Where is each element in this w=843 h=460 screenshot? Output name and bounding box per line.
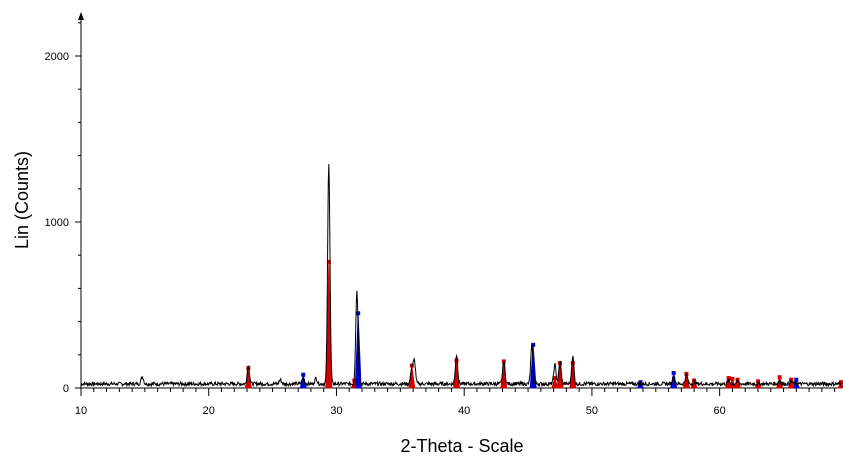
y-axis-arrow-icon [78, 12, 84, 20]
y-tick-label: 2000 [45, 51, 69, 63]
y-tick-label: 0 [63, 383, 69, 395]
blue-reference-marker [301, 372, 306, 377]
measured-pattern-line [80, 163, 842, 388]
x-tick-label: 10 [75, 405, 87, 417]
red-reference-marker [839, 380, 843, 385]
reference-sticks [244, 259, 843, 389]
pattern-trace [80, 163, 842, 388]
red-reference-stick [500, 361, 508, 389]
x-tick-label: 40 [458, 405, 470, 417]
red-reference-stick [551, 376, 559, 389]
plot-area: 10 20 30 40 50 60 0 1000 2000 [45, 12, 843, 417]
x-tick-label: 30 [330, 405, 342, 417]
red-reference-marker [552, 376, 557, 381]
y-axis-title: Lin (Counts) [12, 151, 32, 249]
red-reference-marker [326, 259, 331, 264]
x-ticks: 10 20 30 40 50 60 [75, 388, 836, 417]
x-tick-label: 50 [586, 405, 598, 417]
red-reference-marker [570, 361, 575, 366]
blue-reference-stick [670, 372, 678, 389]
x-axis-title: 2-Theta - Scale [400, 436, 523, 456]
blue-reference-marker [671, 371, 676, 376]
y-tick-label: 1000 [45, 217, 69, 229]
red-reference-marker [730, 376, 735, 381]
x-tick-label: 60 [714, 405, 726, 417]
x-tick-label: 20 [203, 405, 215, 417]
red-reference-marker [726, 376, 731, 381]
red-reference-marker [755, 379, 760, 384]
blue-reference-marker [531, 342, 536, 347]
y-ticks: 0 1000 2000 [45, 22, 81, 395]
red-reference-marker [777, 375, 782, 380]
red-reference-marker [454, 358, 459, 363]
blue-reference-marker [794, 377, 799, 382]
